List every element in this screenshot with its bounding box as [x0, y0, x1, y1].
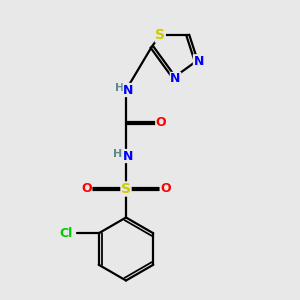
- Text: O: O: [160, 182, 171, 196]
- Text: Cl: Cl: [59, 227, 72, 240]
- Text: N: N: [170, 72, 181, 86]
- Text: H: H: [115, 82, 124, 93]
- Text: S: S: [121, 182, 131, 196]
- Text: N: N: [123, 83, 134, 97]
- Text: O: O: [156, 116, 167, 130]
- Text: H: H: [113, 148, 122, 159]
- Text: O: O: [81, 182, 92, 196]
- Text: N: N: [123, 149, 134, 163]
- Text: N: N: [194, 55, 204, 68]
- Text: S: S: [155, 28, 165, 42]
